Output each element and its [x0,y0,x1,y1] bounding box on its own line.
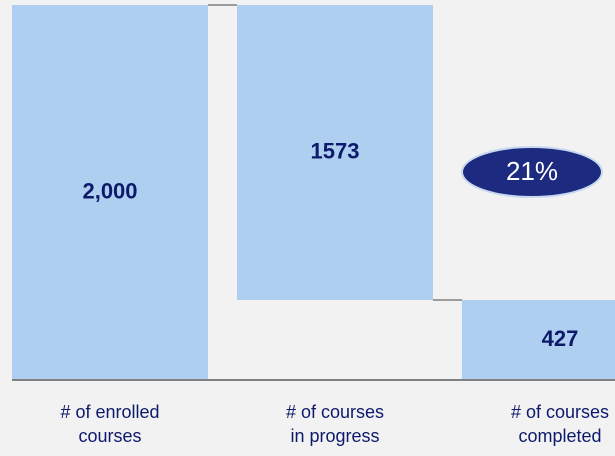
x-tick-label: # of enrolled [60,402,159,422]
annotation: 21% [506,156,558,186]
bar [462,299,615,380]
bar [12,5,208,380]
value-label: 427 [542,326,579,351]
value-label: 2,000 [82,178,137,203]
x-tick-label: # of courses [286,402,384,422]
bar [237,5,433,300]
annotation-badge [461,146,603,198]
x-tick-label: completed [518,426,601,446]
x-tick-label: # of courses [511,402,609,422]
x-tick-label: courses [78,426,141,446]
value-label: 1573 [311,138,360,163]
x-tick-label: in progress [290,426,379,446]
